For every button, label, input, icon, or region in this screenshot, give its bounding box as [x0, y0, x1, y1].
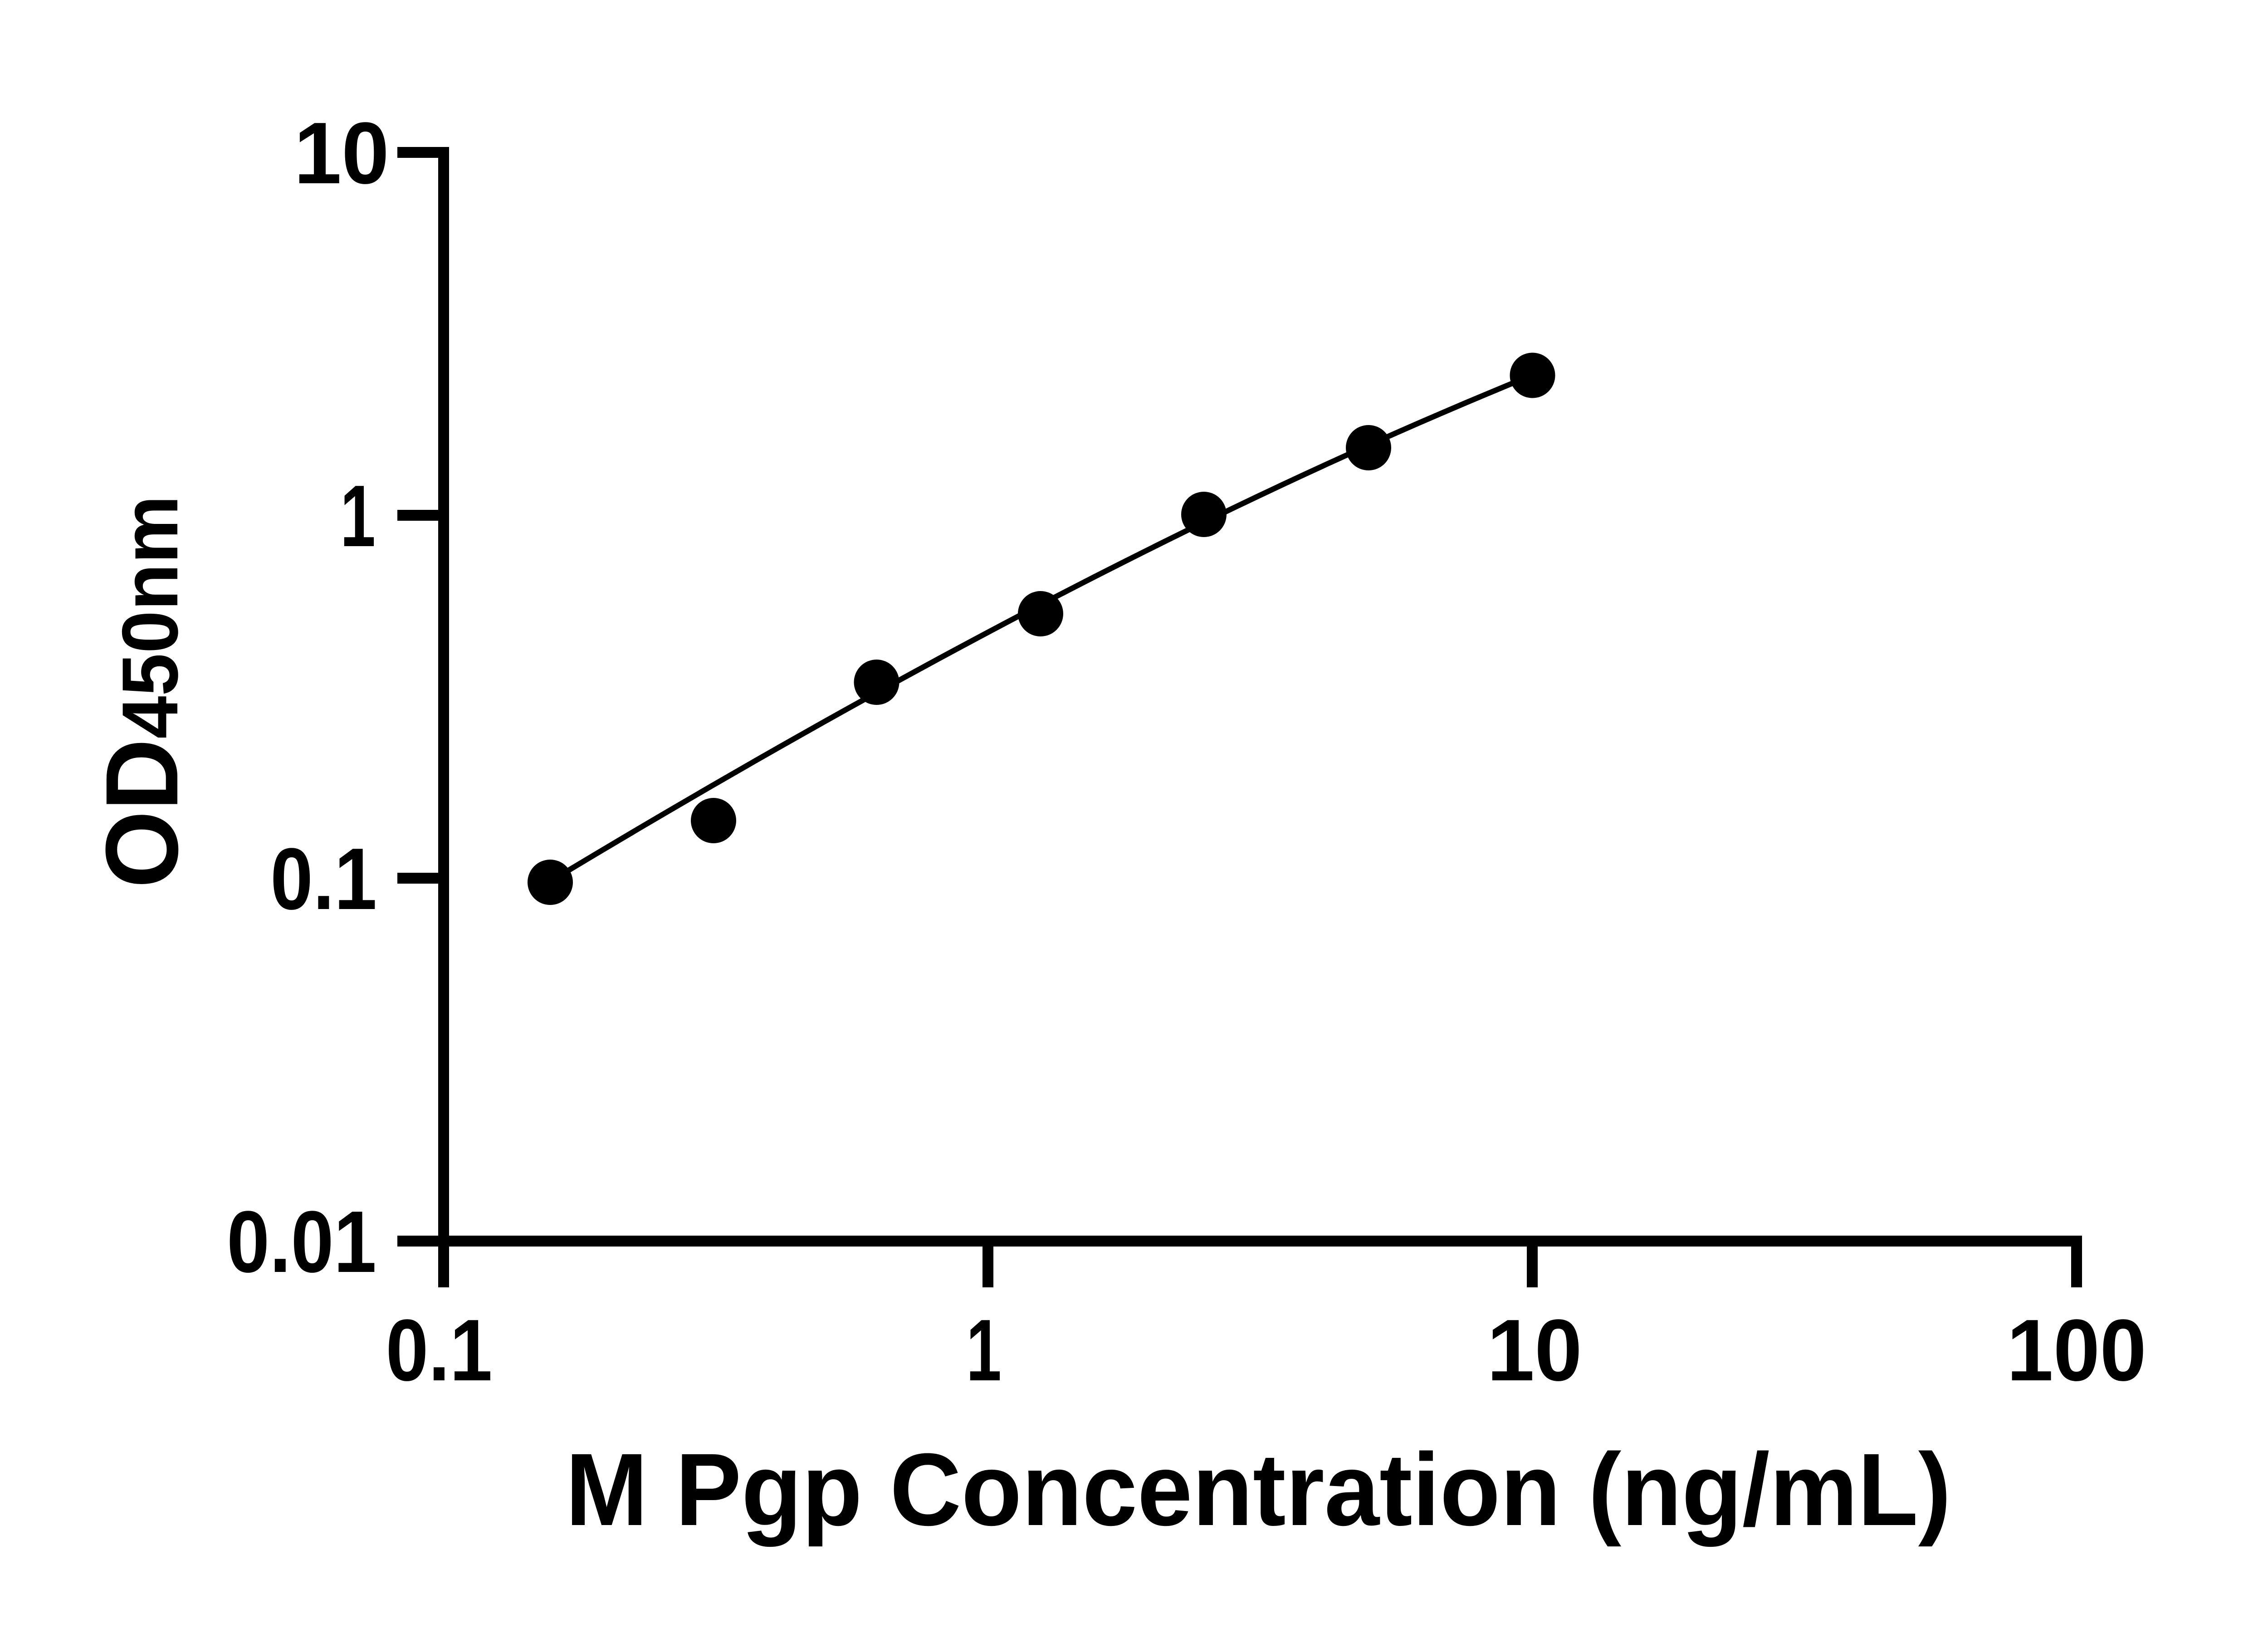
svg-text:0.1: 0.1: [386, 1301, 493, 1399]
svg-text:OD450nm: OD450nm: [85, 495, 200, 888]
svg-text:0.1: 0.1: [270, 830, 377, 928]
svg-text:10: 10: [1487, 1301, 1582, 1399]
svg-text:M Pgp Concentration (ng/mL): M Pgp Concentration (ng/mL): [566, 1433, 1951, 1547]
svg-text:1: 1: [966, 1301, 1002, 1399]
svg-text:100: 100: [2007, 1301, 2146, 1399]
svg-text:1: 1: [340, 467, 376, 565]
svg-text:0.01: 0.01: [227, 1193, 376, 1291]
svg-text:10: 10: [294, 104, 389, 202]
